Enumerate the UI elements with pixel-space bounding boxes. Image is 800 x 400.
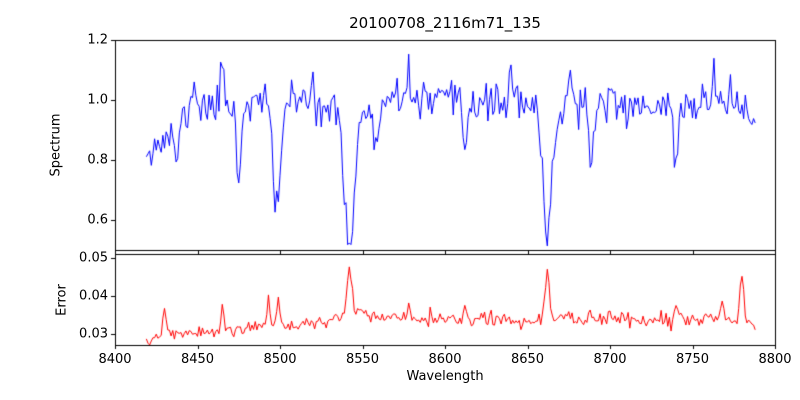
x-tick-label: 8500 [263,352,297,367]
y-axis-label-error: Error [54,284,70,316]
y-tick-label-error: 0.04 [79,288,108,304]
x-tick-label: 8400 [98,352,132,367]
x-tick-label: 8800 [758,352,792,367]
y-tick-label-spectrum: 1.2 [87,32,108,48]
y-axis-label-spectrum: Spectrum [48,113,64,177]
y-tick-label-spectrum: 0.6 [87,212,108,228]
y-tick-label-error: 0.05 [79,250,108,266]
y-tick-label-spectrum: 0.8 [87,152,108,168]
y-tick-label-spectrum: 1.0 [87,92,108,108]
x-tick-label: 8650 [510,352,545,367]
chart-title: 20100708_2116m71_135 [349,14,541,32]
x-axis-label: Wavelength [406,369,484,384]
x-tick-label: 8600 [428,352,462,367]
x-tick-label: 8550 [345,352,380,367]
x-tick-label: 8700 [593,352,627,367]
x-tick-label: 8450 [180,352,215,367]
x-tick-label: 8750 [675,352,710,367]
y-tick-label-error: 0.03 [79,326,108,342]
